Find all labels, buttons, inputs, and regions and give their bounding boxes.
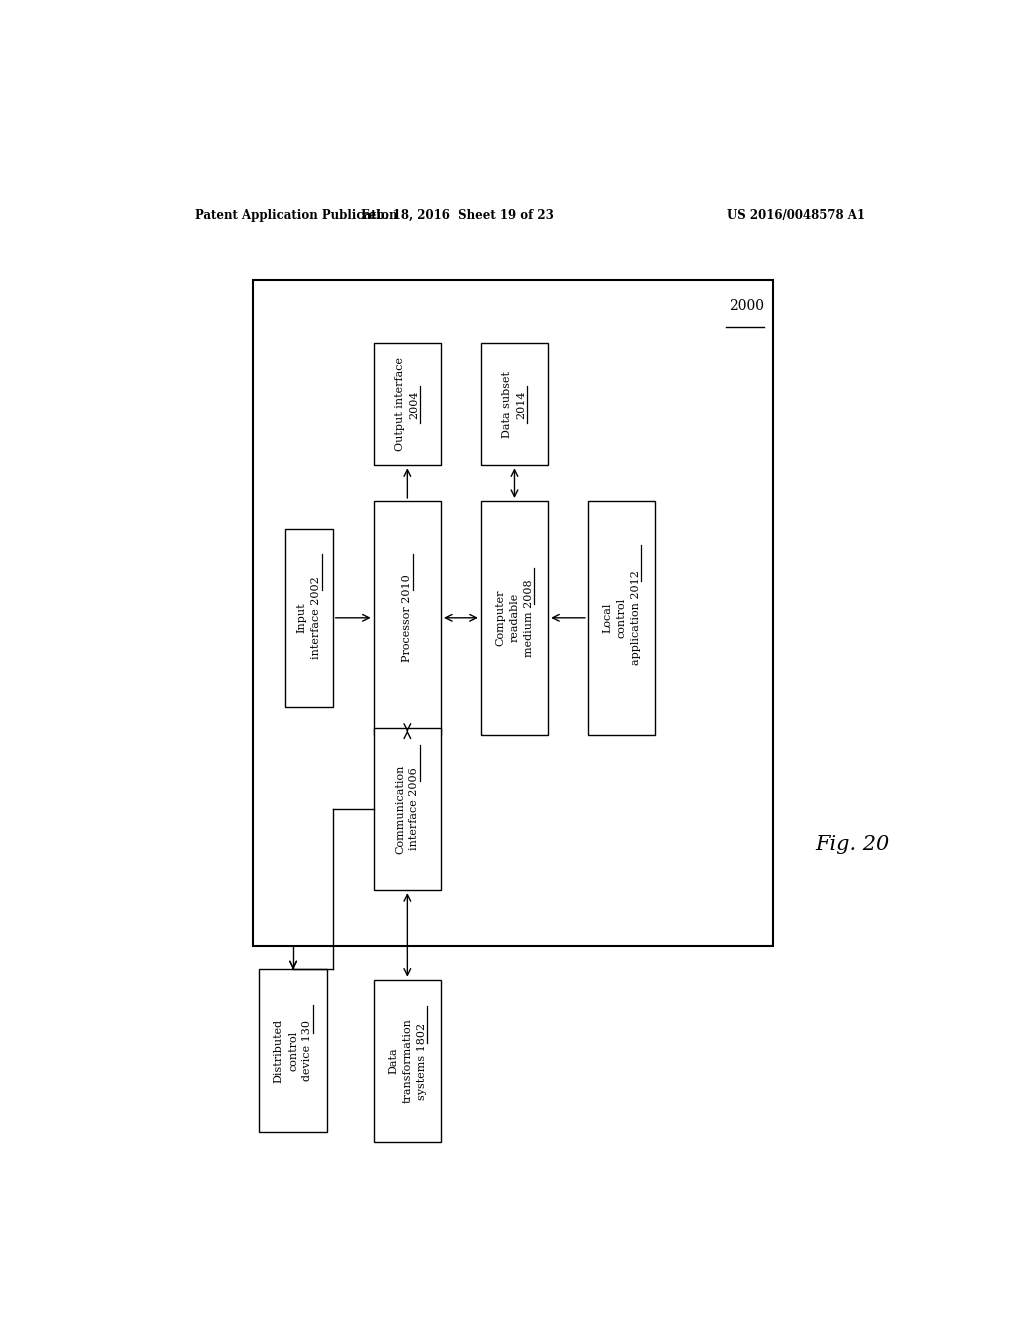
Text: 2014: 2014 [517, 391, 526, 418]
Text: Input: Input [297, 602, 307, 634]
Text: US 2016/0048578 A1: US 2016/0048578 A1 [727, 209, 865, 222]
Bar [259, 969, 327, 1133]
Text: interface 2002: interface 2002 [311, 577, 322, 659]
Bar [374, 727, 441, 890]
Text: Fig. 20: Fig. 20 [815, 836, 890, 854]
Bar [480, 343, 548, 466]
Text: interface 2006: interface 2006 [410, 767, 420, 850]
Bar [588, 500, 655, 735]
Text: Communication: Communication [395, 764, 406, 854]
Bar [374, 500, 441, 735]
Text: control: control [616, 598, 627, 638]
Text: systems 1802: systems 1802 [417, 1023, 427, 1100]
Text: device 130: device 130 [302, 1020, 312, 1081]
Text: Processor 2010: Processor 2010 [402, 574, 413, 661]
Bar [285, 529, 333, 706]
Text: application 2012: application 2012 [631, 570, 641, 665]
Bar [374, 343, 441, 466]
Text: medium 2008: medium 2008 [523, 579, 534, 656]
Text: Computer: Computer [496, 590, 505, 645]
Text: Data: Data [388, 1048, 398, 1074]
Text: Feb. 18, 2016  Sheet 19 of 23: Feb. 18, 2016 Sheet 19 of 23 [360, 209, 554, 222]
Bar [374, 979, 441, 1142]
Text: Output interface: Output interface [395, 358, 406, 451]
Text: 2004: 2004 [410, 391, 420, 418]
Text: Data subset: Data subset [503, 371, 512, 438]
Bar [253, 280, 773, 946]
Bar [480, 500, 548, 735]
Text: control: control [288, 1031, 298, 1071]
Text: Patent Application Publication: Patent Application Publication [196, 209, 398, 222]
Text: 2000: 2000 [729, 298, 764, 313]
Text: Distributed: Distributed [273, 1019, 284, 1082]
Text: readable: readable [510, 593, 519, 643]
Text: Local: Local [602, 603, 612, 634]
Text: transformation: transformation [402, 1019, 413, 1104]
